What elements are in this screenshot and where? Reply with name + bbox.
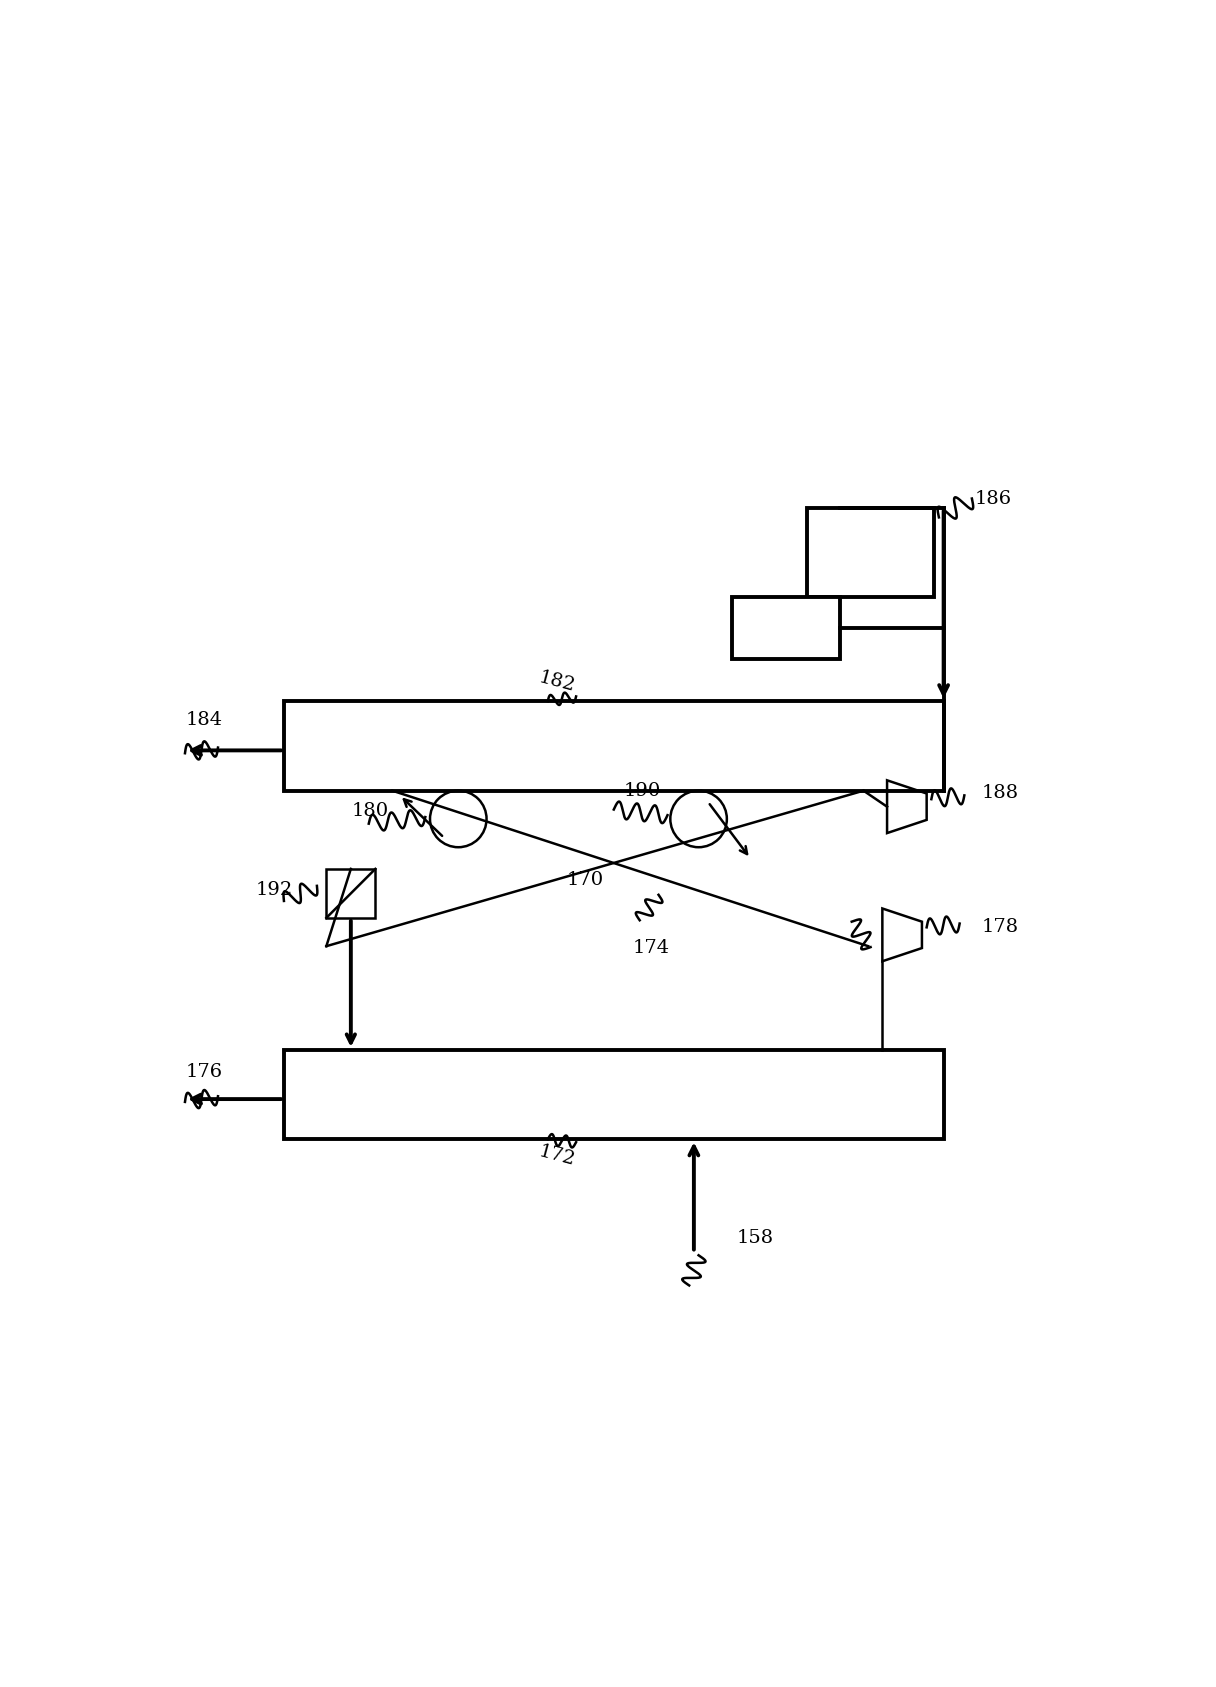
Text: 158: 158 [737,1230,773,1247]
Bar [285,702,944,791]
Text: 180: 180 [353,803,389,820]
Text: 170: 170 [567,870,604,889]
Text: 172: 172 [537,1142,578,1169]
Text: 190: 190 [624,781,660,800]
Text: 178: 178 [981,918,1019,936]
Text: 186: 186 [975,489,1012,508]
Text: 188: 188 [981,783,1019,801]
Text: 184: 184 [185,710,223,729]
Bar [807,508,934,597]
Text: 174: 174 [632,940,670,957]
Text: 182: 182 [537,668,578,695]
Bar [732,597,840,658]
Text: 192: 192 [255,881,293,899]
Bar [285,1049,944,1139]
Text: 176: 176 [185,1063,223,1080]
Bar [326,869,376,918]
